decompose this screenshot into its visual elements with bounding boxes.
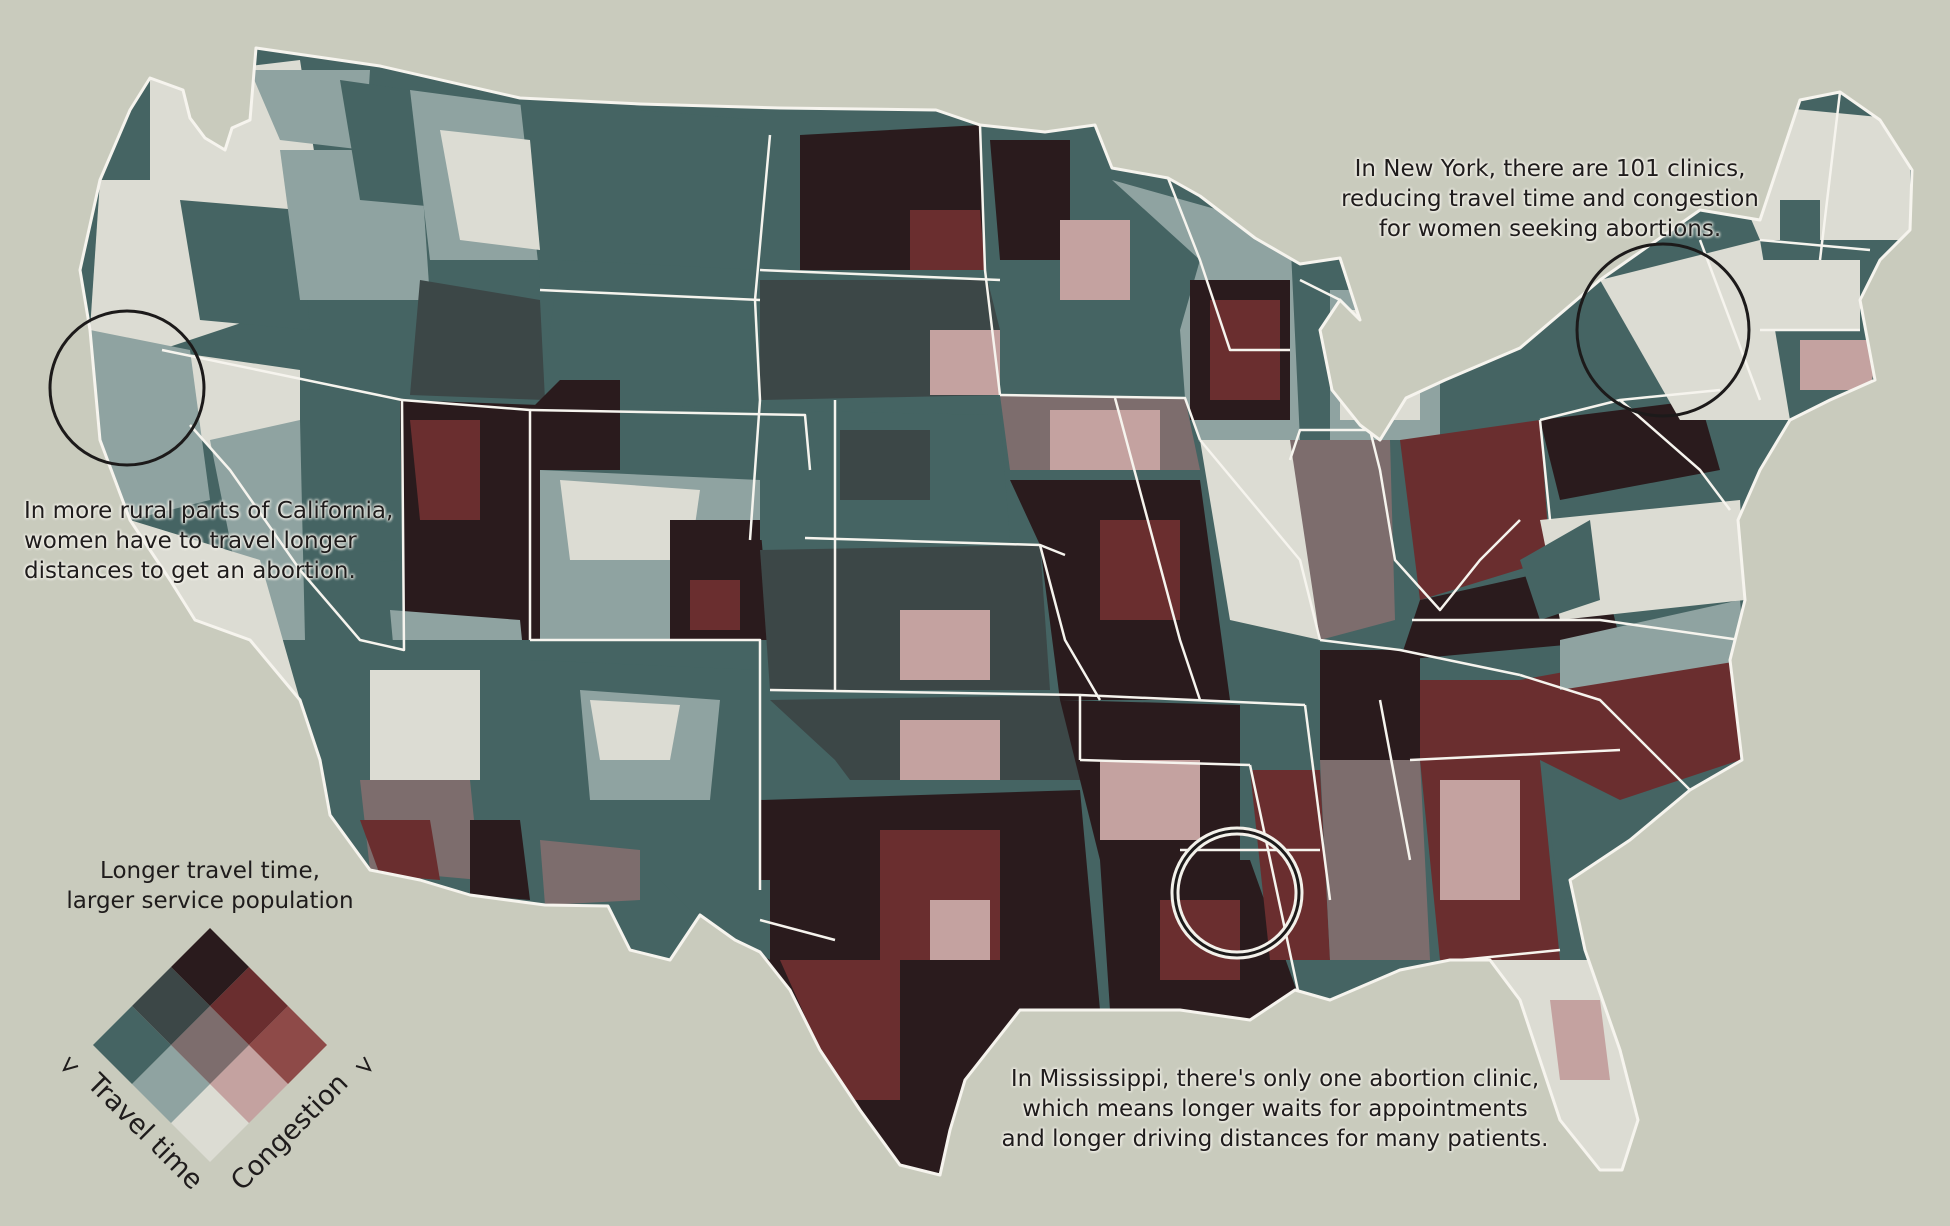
state-border-line bbox=[1409, 748, 1621, 762]
legend-cell bbox=[171, 928, 249, 1006]
county-region bbox=[1780, 200, 1820, 260]
county-region bbox=[1800, 340, 1880, 390]
county-region bbox=[1100, 760, 1200, 840]
california-annotation: In more rural parts of California, women… bbox=[24, 496, 393, 586]
county-region bbox=[370, 670, 480, 780]
state-border-line bbox=[1079, 693, 1306, 707]
state-border-line bbox=[999, 393, 1202, 441]
state-border-line bbox=[978, 124, 1002, 396]
state-border-line bbox=[748, 134, 772, 541]
new-york-annotation-line-1: In New York, there are 101 clinics, bbox=[1354, 156, 1746, 182]
state-border-line bbox=[1319, 638, 1521, 677]
county-regions bbox=[80, 48, 1912, 1175]
state-border-line bbox=[529, 408, 812, 471]
county-region bbox=[910, 210, 985, 270]
county-region bbox=[1320, 650, 1420, 760]
state-border-line bbox=[1079, 758, 1251, 767]
state-borders bbox=[161, 91, 1871, 1001]
county-region bbox=[1540, 400, 1720, 500]
state-border-line bbox=[1303, 704, 1332, 901]
state-border-line bbox=[1619, 399, 1731, 511]
new-york-annotation: In New York, there are 101 clinics, redu… bbox=[1320, 154, 1780, 244]
state-border-line bbox=[759, 268, 1001, 282]
county-region bbox=[930, 900, 990, 960]
legend-title: Longer travel time, larger service popul… bbox=[40, 856, 380, 916]
state-border-line bbox=[1698, 239, 1762, 401]
county-region bbox=[410, 420, 480, 520]
california-highlight-circle bbox=[48, 309, 206, 467]
state-border-line bbox=[1199, 439, 1322, 641]
county-region bbox=[1320, 760, 1430, 960]
county-region bbox=[540, 840, 640, 905]
legend-title-line-1: Longer travel time, bbox=[100, 858, 320, 884]
county-region bbox=[1560, 600, 1745, 690]
county-region bbox=[780, 960, 900, 1100]
county-region bbox=[410, 280, 545, 400]
county-region bbox=[1290, 440, 1395, 640]
state-border-line bbox=[1759, 238, 1871, 252]
county-region bbox=[250, 70, 370, 150]
county-region bbox=[520, 100, 760, 290]
county-region bbox=[1440, 780, 1520, 900]
state-border-line bbox=[1038, 544, 1102, 701]
county-region bbox=[990, 140, 1070, 260]
county-region bbox=[1600, 240, 1790, 420]
county-region bbox=[360, 820, 440, 880]
county-region bbox=[840, 430, 930, 500]
county-region bbox=[560, 480, 700, 560]
county-region bbox=[900, 610, 990, 680]
new-york-annotation-line-2: reducing travel time and congestion bbox=[1341, 186, 1759, 212]
california-annotation-line-3: distances to get an abortion. bbox=[24, 558, 356, 584]
congestion-arrow-icon bbox=[355, 1056, 372, 1072]
california-annotation-line-1: In more rural parts of California, bbox=[24, 498, 394, 524]
highlight-circles bbox=[48, 242, 1751, 960]
county-region bbox=[1760, 260, 1860, 330]
mississippi-annotation-line-2: which means longer waits for appointment… bbox=[1022, 1096, 1528, 1122]
new-york-annotation-line-3: for women seeking abortions. bbox=[1378, 216, 1722, 242]
county-region bbox=[1060, 220, 1130, 300]
california-annotation-line-2: women have to travel longer bbox=[24, 528, 357, 554]
county-region bbox=[1400, 420, 1550, 600]
mississippi-annotation-line-1: In Mississippi, there's only one abortio… bbox=[1010, 1066, 1540, 1092]
county-region bbox=[690, 580, 740, 630]
county-region bbox=[1340, 310, 1420, 420]
bivariate-legend: Travel time Congestion bbox=[62, 928, 372, 1197]
state-border-line bbox=[1248, 764, 1302, 1001]
travel-arrow-icon bbox=[62, 1056, 79, 1072]
county-region bbox=[300, 560, 404, 650]
state-border-line bbox=[539, 288, 761, 302]
county-region bbox=[930, 330, 1000, 395]
county-region bbox=[470, 820, 530, 900]
state-border-line bbox=[1459, 948, 1561, 962]
county-region bbox=[1200, 440, 1320, 640]
county-region bbox=[440, 130, 540, 250]
state-border-line bbox=[1288, 428, 1521, 612]
state-border-line bbox=[1166, 177, 1290, 352]
state-border-line bbox=[1818, 91, 1842, 261]
county-region bbox=[90, 330, 210, 520]
mississippi-annotation: In Mississippi, there's only one abortio… bbox=[1000, 1064, 1550, 1154]
state-border-line bbox=[1113, 397, 1202, 701]
new-york-highlight-circle bbox=[1575, 242, 1751, 418]
mississippi-annotation-line-3: and longer driving distances for many pa… bbox=[1001, 1126, 1549, 1152]
state-border-line bbox=[1412, 618, 1741, 642]
legend-title-line-2: larger service population bbox=[66, 888, 354, 914]
county-region bbox=[1550, 1000, 1610, 1080]
county-region bbox=[1050, 410, 1160, 470]
county-region bbox=[660, 880, 770, 960]
county-region bbox=[900, 720, 1000, 780]
county-region bbox=[1100, 520, 1180, 620]
mississippi-highlight-circle bbox=[1173, 829, 1301, 957]
county-region bbox=[590, 700, 680, 760]
county-region bbox=[130, 520, 300, 700]
state-border-line bbox=[1538, 419, 1552, 521]
state-border-line bbox=[759, 918, 836, 942]
state-border-line bbox=[1519, 673, 1691, 791]
state-border-line bbox=[530, 638, 762, 890]
county-region bbox=[1520, 520, 1600, 620]
county-region bbox=[180, 200, 310, 330]
state-border-line bbox=[1378, 699, 1412, 861]
